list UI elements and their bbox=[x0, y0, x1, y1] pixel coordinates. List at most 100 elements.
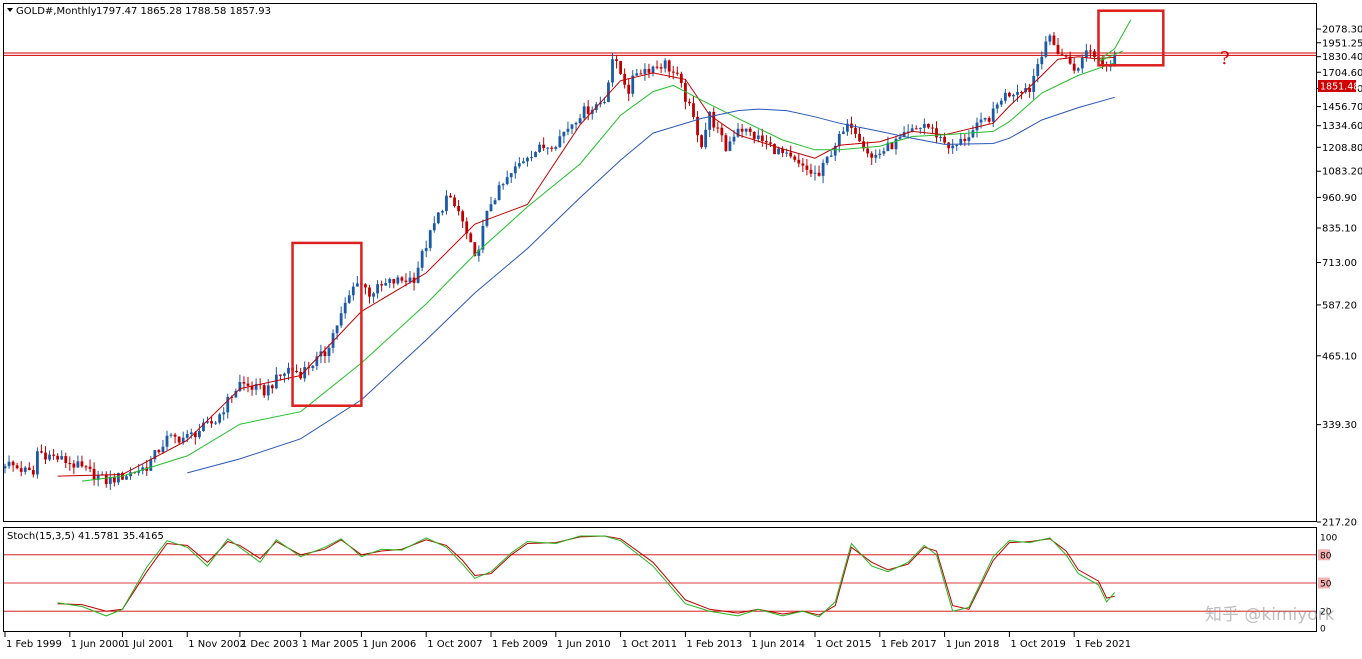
y-tick-label: 960.90 bbox=[1322, 193, 1357, 204]
candle-body bbox=[898, 136, 902, 139]
candle-body bbox=[866, 148, 870, 154]
candle-body bbox=[801, 163, 805, 166]
candle-body bbox=[104, 474, 108, 485]
candle-body bbox=[432, 223, 436, 231]
candle-body bbox=[522, 161, 525, 164]
candle-body bbox=[392, 279, 396, 284]
candle-body bbox=[619, 61, 622, 74]
candle-body bbox=[538, 144, 541, 152]
symbol-label: GOLD#,Monthly bbox=[16, 6, 97, 17]
candle-body bbox=[639, 73, 643, 75]
candle-body bbox=[453, 197, 456, 207]
candle-body bbox=[995, 104, 999, 109]
candle-body bbox=[137, 470, 141, 473]
x-tick-label: 1 Oct 2007 bbox=[427, 639, 482, 650]
candle-body bbox=[837, 133, 841, 146]
candle-body bbox=[882, 151, 886, 154]
candle-body bbox=[335, 325, 339, 334]
stochastic bbox=[4, 535, 1316, 618]
candle-body bbox=[40, 451, 43, 453]
x-tick-label: 1 Feb 2017 bbox=[881, 639, 937, 650]
y-tick-label: 465.10 bbox=[1322, 351, 1357, 362]
x-tick-label: 1 Jun 2018 bbox=[946, 639, 1000, 650]
collapse-triangle-icon[interactable] bbox=[7, 8, 13, 12]
candle-body bbox=[36, 451, 39, 475]
candle-body bbox=[129, 472, 132, 477]
candle-body bbox=[582, 106, 586, 119]
candle-body bbox=[963, 138, 967, 141]
y-tick-label: 339.30 bbox=[1322, 420, 1357, 431]
x-tick-label: 1 Feb 2009 bbox=[492, 639, 548, 650]
candle-body bbox=[441, 211, 444, 213]
candle-body bbox=[1016, 92, 1019, 95]
candle-body bbox=[364, 284, 367, 288]
candle-body bbox=[15, 465, 19, 469]
candle-body bbox=[910, 128, 914, 132]
candle-body bbox=[315, 356, 319, 366]
candle-body bbox=[991, 108, 995, 122]
candle-body bbox=[607, 82, 610, 102]
ma_mid-line bbox=[81, 62, 1115, 482]
candle-body bbox=[327, 347, 331, 357]
candle-body bbox=[112, 476, 116, 483]
candle-body bbox=[153, 450, 157, 460]
candle-body bbox=[72, 463, 76, 468]
candle-body bbox=[671, 71, 675, 73]
candle-body bbox=[756, 135, 760, 139]
candle-body bbox=[785, 152, 789, 154]
candle-body bbox=[1003, 92, 1007, 101]
candle-body bbox=[692, 103, 695, 117]
candle-body bbox=[44, 452, 47, 460]
candle-body bbox=[663, 60, 667, 69]
x-tick-label: 1 Jun 2014 bbox=[751, 639, 805, 650]
candle-body bbox=[558, 136, 562, 148]
candle-body bbox=[890, 142, 894, 150]
candle-body bbox=[404, 280, 408, 282]
candle-body bbox=[355, 283, 359, 287]
x-tick-label: 1 Feb 2021 bbox=[1075, 639, 1131, 650]
watermark: 知乎 @kimiyork bbox=[1205, 605, 1335, 625]
y-tick-label: 2078.30 bbox=[1322, 25, 1362, 36]
candle-body bbox=[1089, 50, 1092, 52]
x-tick-label: 1 Dec 2003 bbox=[241, 639, 299, 650]
candle-body bbox=[805, 165, 809, 170]
candle-body bbox=[562, 131, 566, 137]
projection_shallow-line bbox=[1098, 50, 1123, 63]
candle-body bbox=[696, 116, 699, 136]
candle-body bbox=[1076, 68, 1080, 71]
ma_fast-line bbox=[57, 56, 1115, 477]
candle-body bbox=[372, 293, 375, 297]
candle-body bbox=[384, 282, 388, 286]
stoch-level-marker bbox=[1318, 577, 1330, 589]
candle-body bbox=[428, 230, 432, 249]
y-tick-label: 1951.25 bbox=[1322, 38, 1362, 49]
candle-body bbox=[64, 456, 68, 464]
candle-body bbox=[724, 135, 728, 151]
candle-body bbox=[80, 461, 84, 467]
candle-body bbox=[88, 466, 92, 469]
stoch-axis: 100 80 50 20 0 bbox=[1318, 534, 1337, 635]
x-tick-label: 1 Nov 2002 bbox=[188, 639, 246, 650]
stoch-panel-frame bbox=[3, 527, 1317, 632]
candle-body bbox=[509, 173, 513, 178]
candle-body bbox=[376, 284, 379, 294]
candle-body bbox=[817, 172, 821, 176]
price-marker-bg bbox=[1318, 80, 1356, 92]
candle-body bbox=[667, 60, 671, 72]
candle-body bbox=[60, 456, 64, 460]
candle-body bbox=[1048, 35, 1052, 42]
y-tick-label: 1830.40 bbox=[1322, 52, 1362, 63]
candle-body bbox=[449, 195, 452, 198]
candle-body bbox=[570, 124, 574, 129]
candle-body bbox=[959, 138, 963, 145]
candle-body bbox=[477, 249, 481, 256]
candle-body bbox=[846, 123, 849, 132]
candle-body bbox=[169, 434, 173, 436]
candle-body bbox=[323, 351, 327, 357]
candle-body bbox=[821, 162, 825, 176]
candle-body bbox=[11, 461, 15, 466]
candle-body bbox=[481, 225, 485, 250]
candle-body bbox=[781, 148, 784, 154]
y-tick-label: 1083.20 bbox=[1322, 167, 1362, 178]
y-tick-label: 1456.70 bbox=[1322, 102, 1362, 113]
